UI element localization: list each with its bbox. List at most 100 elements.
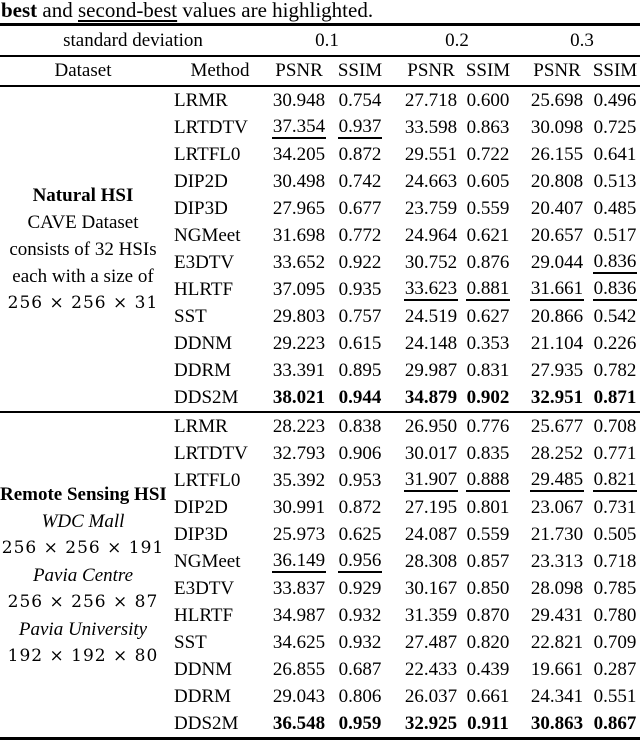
- value: 26.155: [530, 143, 584, 165]
- ssim-value-cell: 0.722: [462, 141, 514, 168]
- value: 0.754: [338, 89, 382, 111]
- value: 25.973: [272, 523, 326, 545]
- psnr-value-cell: 34.625: [266, 629, 332, 656]
- value: 0.687: [338, 658, 382, 680]
- best-value: 0.871: [593, 386, 637, 408]
- ssim-column-header: SSIM: [590, 56, 640, 87]
- column-gap: [388, 710, 400, 739]
- psnr-value-cell: 29.803: [266, 303, 332, 330]
- dataset-line: CAVE Dataset: [27, 211, 139, 233]
- value: 30.948: [272, 89, 326, 111]
- ssim-value-cell: 0.287: [590, 656, 640, 683]
- ssim-value-cell: 0.838: [332, 411, 389, 440]
- second-best-value: 37.354: [271, 116, 327, 139]
- method-cell: DDNM: [174, 658, 233, 680]
- ssim-value-cell: 0.709: [590, 629, 640, 656]
- second-best-value: 0.888: [465, 469, 511, 492]
- value: 0.785: [593, 577, 637, 599]
- value: 0.932: [338, 631, 382, 653]
- psnr-value-cell: 25.698: [524, 86, 590, 114]
- method-cell: DIP2D: [174, 170, 228, 192]
- column-gap: [388, 656, 400, 683]
- ssim-value-cell: 0.496: [590, 86, 640, 114]
- ssim-value-cell: 0.605: [462, 168, 514, 195]
- dataset-cell: Remote Sensing HSI WDC Mall 256 × 256 × 19…: [0, 411, 166, 739]
- psnr-value-cell: 26.037: [400, 683, 462, 710]
- best-value: 32.951: [530, 386, 584, 408]
- method-cell: DIP3D: [174, 523, 228, 545]
- best-value: 0.867: [593, 712, 637, 734]
- value: 27.935: [530, 359, 584, 381]
- table-caption: best and second-best values are highligh…: [0, 0, 640, 23]
- value: 0.496: [593, 89, 637, 111]
- ssim-value-cell: 0.821: [590, 467, 640, 494]
- column-gap: [388, 168, 400, 195]
- value: 30.167: [404, 577, 458, 599]
- value: 28.223: [272, 415, 326, 437]
- psnr-value-cell: 23.067: [524, 494, 590, 521]
- column-gap: [388, 521, 400, 548]
- psnr-value-cell: 24.519: [400, 303, 462, 330]
- table-row: LRTDTV 32.793 0.906 30.017 0.835 28.252 0.771: [0, 440, 640, 467]
- value: 35.392: [272, 469, 326, 491]
- value: 27.965: [272, 197, 326, 219]
- best-value: 36.548: [272, 712, 326, 734]
- psnr-value-cell: 22.433: [400, 656, 462, 683]
- value: 0.857: [466, 550, 510, 572]
- ssim-value-cell: 0.831: [462, 357, 514, 384]
- value: 0.831: [466, 359, 510, 381]
- table-row: LRTFL0 34.205 0.872 29.551 0.722 26.155 0.641: [0, 141, 640, 168]
- column-gap: [388, 440, 400, 467]
- value: 0.935: [338, 278, 382, 300]
- value: 26.855: [272, 658, 326, 680]
- ssim-value-cell: 0.757: [332, 303, 388, 330]
- value: 29.043: [272, 685, 326, 707]
- psnr-column-header: PSNR: [400, 56, 463, 87]
- results-table: standard deviation 0.1 0.2 0.3 Dataset M…: [0, 23, 640, 740]
- results-table-body: Natural HSI CAVE Dataset consists of 32 HS…: [0, 86, 640, 739]
- method-cell: LRTDTV: [174, 116, 248, 138]
- psnr-value-cell: 26.855: [266, 656, 332, 683]
- second-best-value: 31.661: [529, 278, 585, 301]
- metric-header-row: Dataset Method PSNR SSIM PSNR SSIM PSNR …: [0, 56, 640, 87]
- best-value: 32.925: [404, 712, 458, 734]
- table-row: Remote Sensing HSI WDC Mall 256 × 256 × 19…: [0, 411, 640, 739]
- ssim-column-header: SSIM: [332, 56, 389, 87]
- method-cell: LRTFL0: [174, 143, 241, 165]
- value: 29.803: [272, 305, 326, 327]
- psnr-value-cell: 28.223: [266, 411, 333, 440]
- table-row: DIP2D 30.991 0.872 27.195 0.801 23.067 0.731: [0, 494, 640, 521]
- value: 0.725: [593, 116, 637, 138]
- ssim-value-cell: 0.785: [590, 575, 640, 602]
- column-gap: [514, 276, 524, 303]
- psnr-value-cell: 24.341: [524, 683, 590, 710]
- value: 23.067: [530, 496, 584, 518]
- psnr-value-cell: 21.104: [524, 330, 590, 357]
- psnr-value-cell: 29.551: [400, 141, 462, 168]
- ssim-value-cell: 0.857: [462, 548, 514, 575]
- column-gap: [388, 86, 400, 114]
- column-gap: [388, 467, 400, 494]
- caption-mid-text: and: [37, 0, 78, 22]
- value: 23.759: [404, 197, 458, 219]
- method-cell: LRMR: [166, 411, 267, 440]
- method-cell: DIP3D: [174, 197, 228, 219]
- column-gap: [514, 629, 524, 656]
- psnr-value-cell: 31.359: [400, 602, 462, 629]
- psnr-value-cell: 27.965: [266, 195, 332, 222]
- column-gap: [388, 276, 400, 303]
- psnr-value-cell: 27.935: [524, 357, 590, 384]
- psnr-value-cell: 24.087: [400, 521, 462, 548]
- ssim-value-cell: 0.871: [590, 384, 640, 412]
- value: 28.252: [530, 442, 584, 464]
- psnr-value-cell: 32.925: [400, 710, 462, 739]
- ssim-value-cell: 0.641: [590, 141, 640, 168]
- column-gap: [514, 656, 524, 683]
- ssim-value-cell: 0.959: [332, 710, 388, 739]
- column-gap: [388, 330, 400, 357]
- psnr-value-cell: 28.252: [524, 440, 590, 467]
- psnr-column-header: PSNR: [266, 56, 333, 87]
- table-row: DDNM 26.855 0.687 22.433 0.439 19.661 0.287: [0, 656, 640, 683]
- value: 21.104: [530, 332, 584, 354]
- caption-second-best-word: second-best: [78, 0, 178, 22]
